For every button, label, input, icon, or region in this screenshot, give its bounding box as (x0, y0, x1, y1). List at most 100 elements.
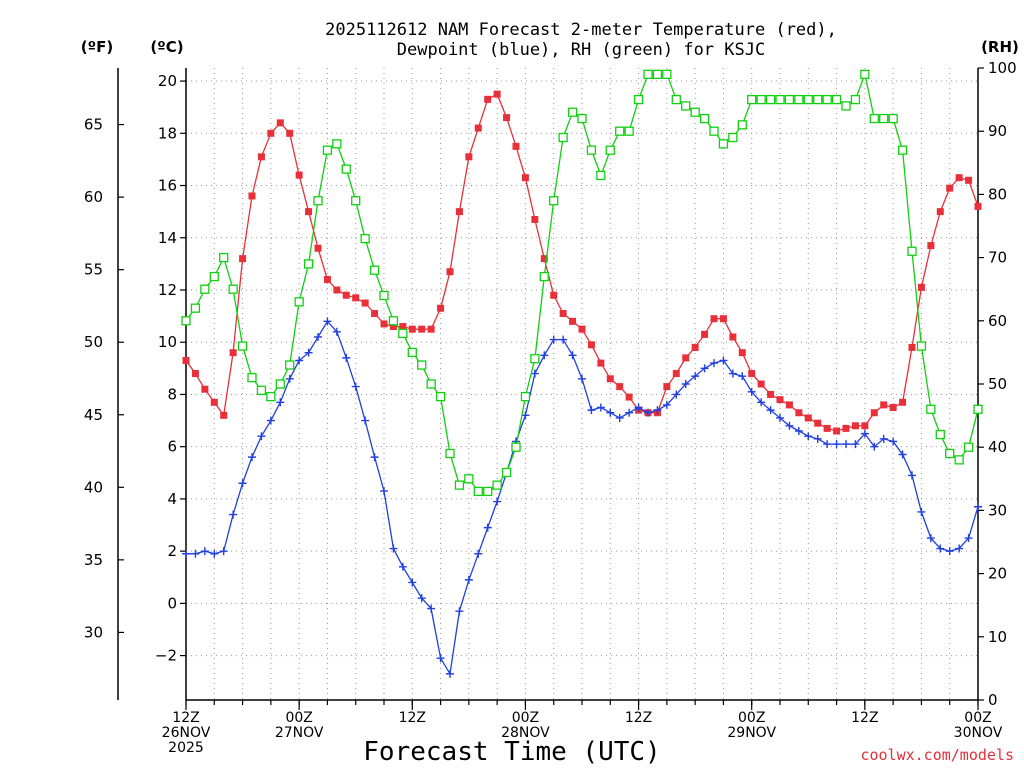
temperature-point (201, 385, 209, 393)
rh-point (549, 196, 559, 206)
rh-point (530, 354, 540, 364)
temperature-point (248, 192, 256, 200)
x-tick-label: 29NOV (727, 725, 776, 741)
temperature-point (719, 315, 727, 323)
rh-point (228, 284, 238, 294)
rh-point (963, 442, 974, 452)
temperature-point (767, 390, 775, 398)
rh-point (520, 391, 531, 402)
temperature-point (474, 124, 482, 132)
rh-point (822, 94, 832, 105)
rh-tick-label: 100 (988, 59, 1017, 77)
dewpoint-point (549, 335, 558, 344)
celsius-tick-label: 4 (167, 490, 177, 508)
rh-point (379, 290, 389, 301)
rh-point (181, 316, 191, 326)
rh-point (954, 455, 964, 465)
temperature-point (540, 255, 548, 263)
dewpoint-point (464, 575, 473, 584)
rh-point (945, 448, 955, 459)
temperature-point (210, 398, 218, 406)
temperature-point (748, 370, 756, 378)
dewpoint-point (578, 374, 586, 383)
dewpoint-point (229, 510, 238, 519)
rh-point (803, 94, 813, 105)
rh-point (671, 94, 681, 105)
rh-point (935, 429, 945, 440)
dewpoint-point (389, 544, 398, 553)
temperature-point (399, 323, 407, 331)
x-tick-label: 30NOV (954, 725, 1003, 741)
temperature-point (757, 380, 765, 388)
temperature-point (314, 244, 322, 252)
temperature-point (955, 174, 963, 182)
temperature-point (927, 242, 935, 250)
temperature-point (361, 299, 369, 307)
rh-point (756, 94, 766, 105)
rh-point (897, 145, 908, 155)
dewpoint-point (917, 507, 926, 516)
dewpoint-point (200, 547, 209, 556)
dewpoint-point (521, 411, 530, 420)
rh-point (360, 233, 370, 244)
x-tick-label: 2025 (168, 740, 204, 756)
rh-point (869, 113, 879, 124)
temperature-point (220, 411, 228, 419)
rh-point (388, 316, 399, 326)
grid (186, 68, 978, 700)
temperature-point (342, 291, 350, 299)
dewpoint-point (398, 562, 407, 571)
dewpoint-point (926, 534, 935, 543)
dewpoint-point (870, 442, 879, 451)
rh-point (652, 69, 663, 79)
rh-point (973, 404, 983, 414)
temperature-point (569, 317, 577, 325)
dewpoint-point (908, 471, 916, 480)
dewpoint-point (446, 669, 454, 678)
rh-point (709, 126, 719, 136)
rh-point (558, 132, 568, 143)
temperature-point (833, 427, 841, 435)
temperature-point (861, 422, 869, 430)
dewpoint-point (974, 502, 982, 511)
rh-point (567, 107, 578, 117)
dewpoint-point (314, 332, 322, 341)
rh-point (369, 265, 380, 275)
dewpoint-point (285, 374, 294, 383)
rh-point (501, 467, 512, 478)
rh-tick-label: 10 (988, 628, 1007, 646)
x-tick-label: 12Z (851, 710, 878, 726)
dewpoint-point (653, 406, 662, 415)
celsius-tick-label: 12 (158, 281, 177, 299)
rh-point (407, 347, 417, 358)
celsius-tick-label: 18 (158, 124, 177, 142)
temperature-point (804, 414, 812, 422)
dewpoint-point (615, 413, 624, 422)
temperature-point (323, 276, 331, 284)
dewpoint-point (672, 390, 681, 399)
rh-point (699, 113, 710, 124)
rh-tick-label: 40 (988, 438, 1007, 456)
dewpoint-point (606, 408, 615, 417)
dewpoint-point (455, 607, 464, 616)
dewpoint-point (738, 372, 747, 381)
x-axis-label: Forecast Time (UTC) (363, 737, 660, 767)
temperature-point (663, 383, 671, 391)
dewpoint-line (186, 320, 979, 676)
x-tick-label: 28NOV (501, 725, 550, 741)
dewpoint-point (776, 413, 784, 422)
rh-point (605, 145, 615, 155)
rh-tick-label: 0 (988, 691, 998, 709)
fahrenheit-tick-label: 40 (84, 478, 103, 496)
temperature-point (785, 401, 793, 409)
credit-label: coolwx.com/models (860, 746, 1014, 764)
dewpoint-point (634, 403, 643, 412)
rh-point (275, 379, 285, 389)
temperature-point (239, 255, 247, 263)
fahrenheit-tick-label: 55 (84, 261, 103, 279)
dewpoint-point (889, 437, 898, 446)
rh-point (577, 113, 587, 124)
temperature-point (823, 424, 831, 432)
celsius-tick-label: −2 (155, 647, 177, 665)
